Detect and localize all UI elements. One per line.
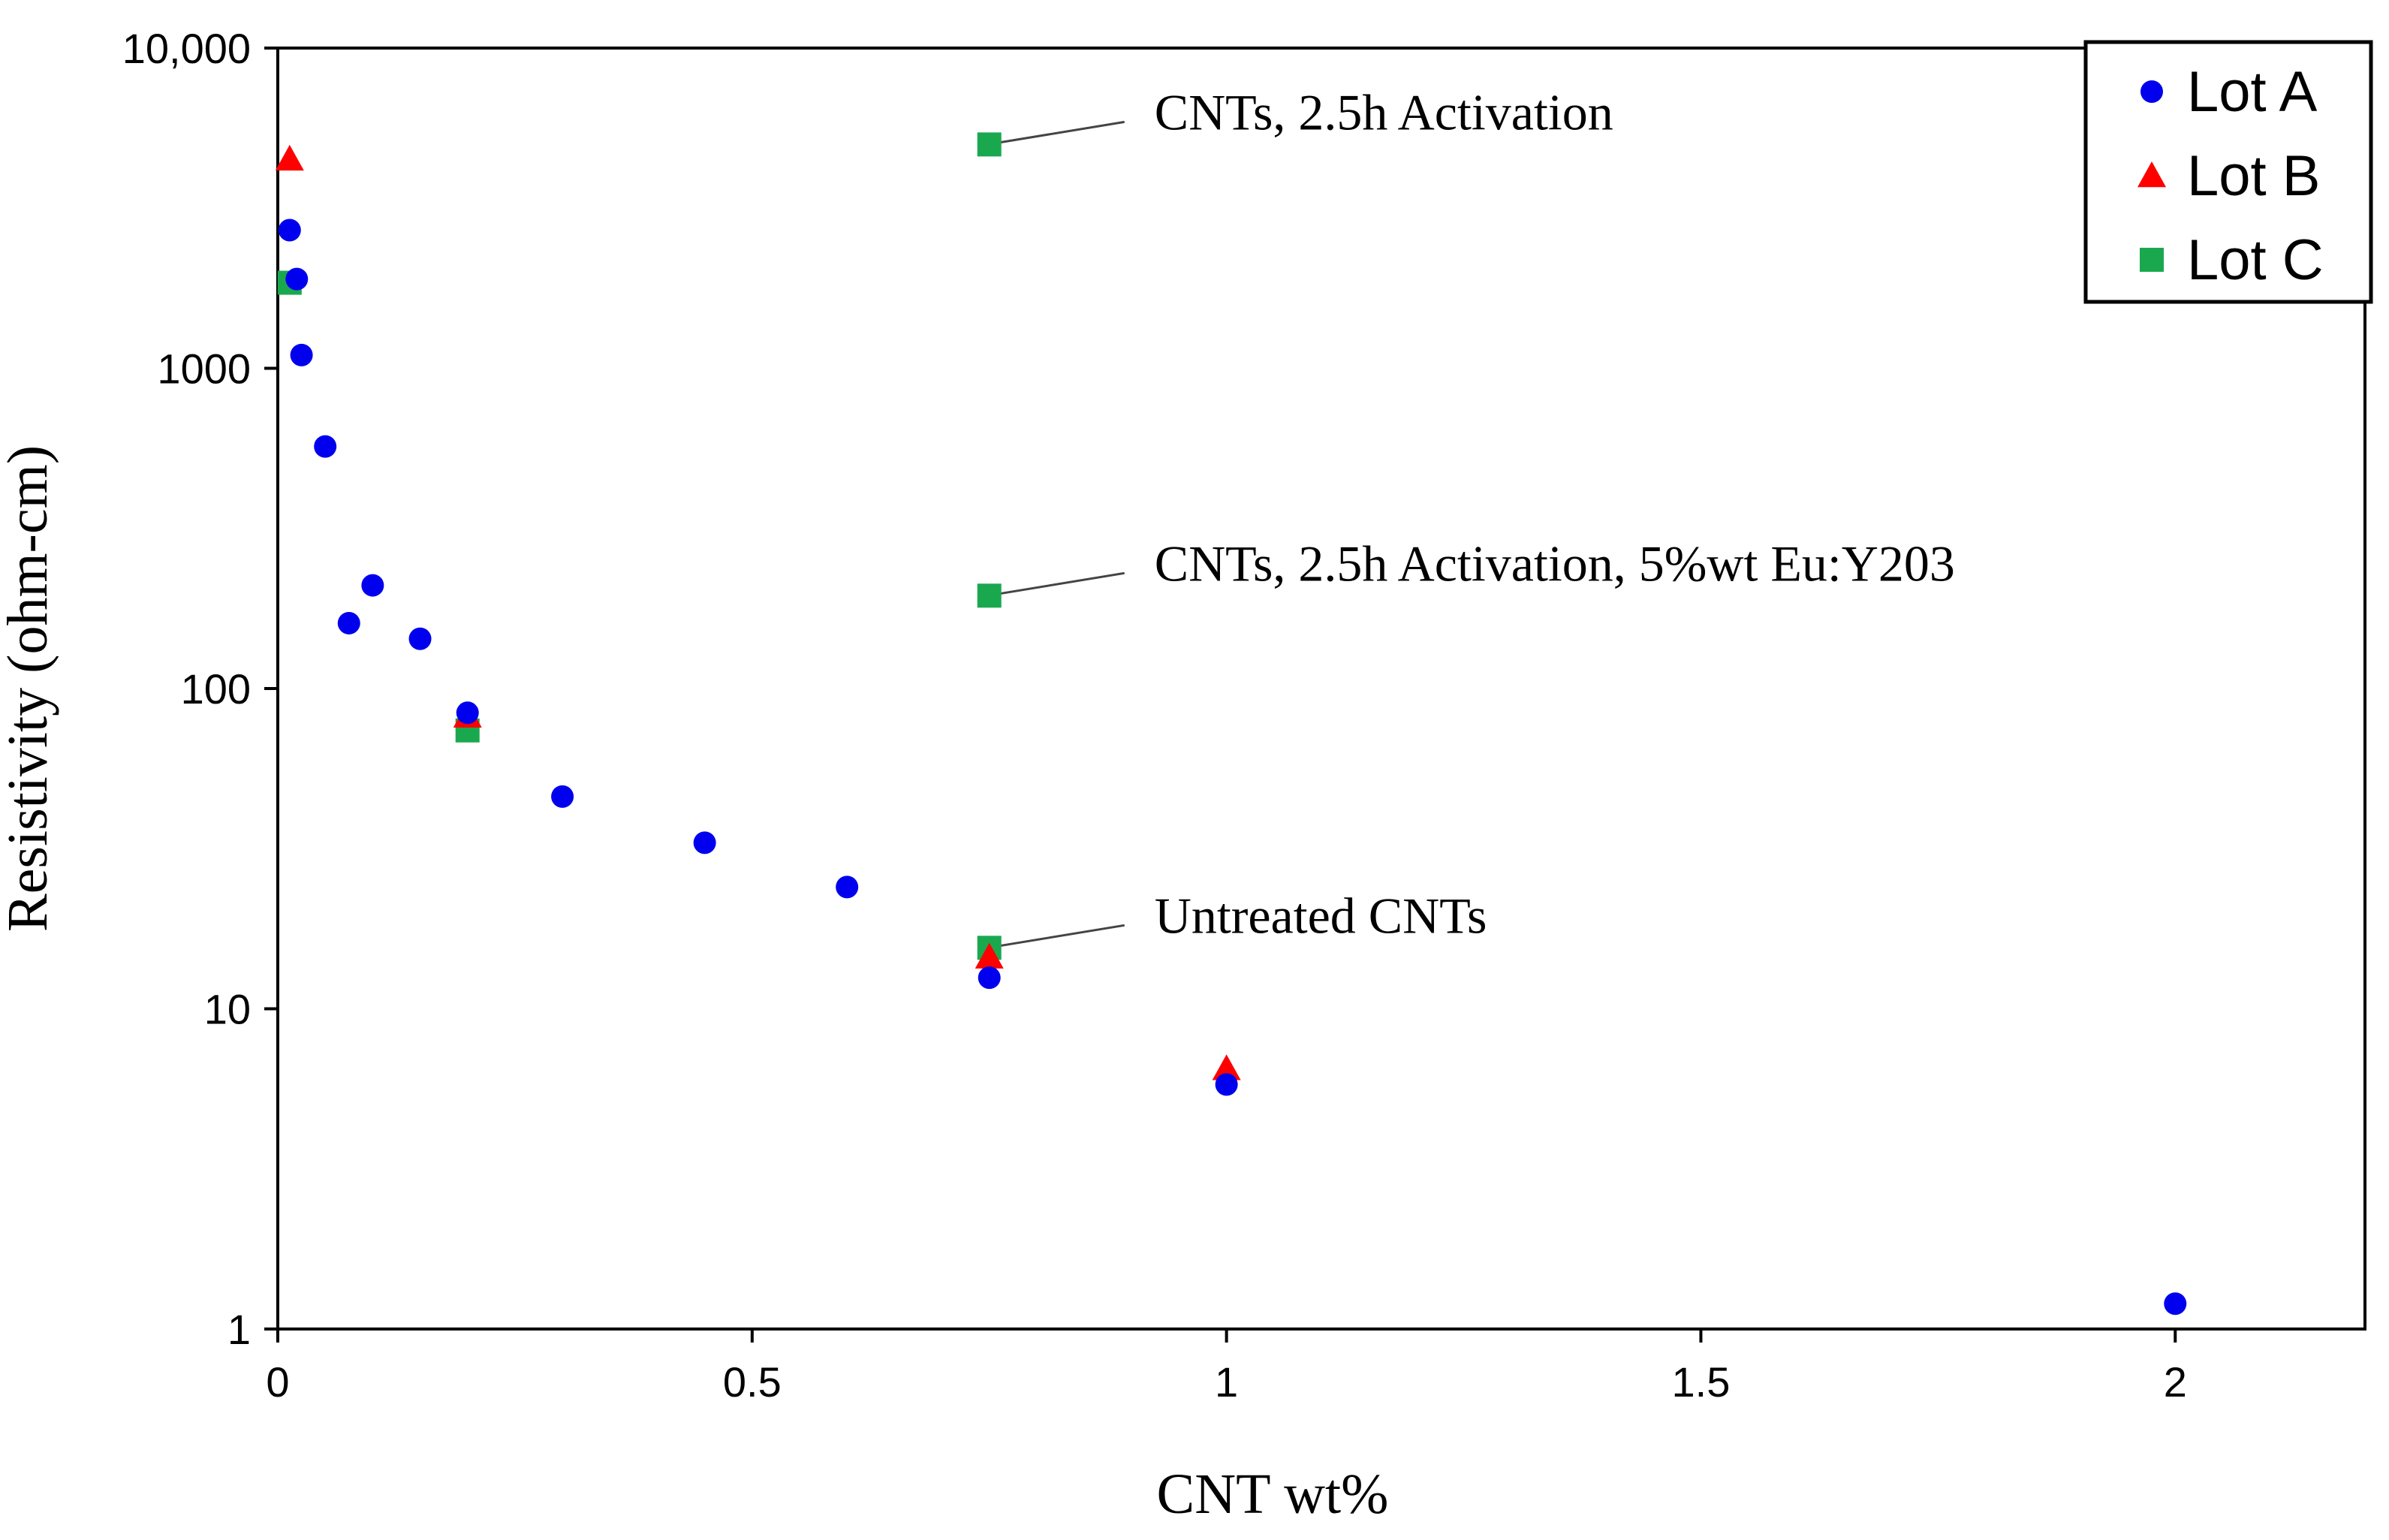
legend-label: Lot A [2187,60,2318,124]
data-point-circle [314,435,337,458]
data-point-circle [278,218,301,242]
data-point-triangle [1212,1054,1241,1080]
axes: 0 0.5 1 1.5 2 1 10 100 1000 10,000 CNT wt% Resistiv… [0,25,2366,1526]
x-axis-title: CNT wt% [1157,1463,1389,1526]
legend-label: Lot C [2187,228,2324,292]
data-point-circle [2164,1292,2187,1315]
annotation-leader-line [996,571,1125,595]
legend-marker-triangle [2137,161,2166,188]
legend-item: Lot A [2140,60,2318,124]
legend-item: Lot B [2137,144,2320,208]
legend-marker-square [2140,248,2164,272]
y-axis-title: Resistivity (ohm-cm) [0,445,59,932]
data-point-circle [361,574,384,597]
annotation-leader-line [996,924,1125,948]
data-point-circle [978,966,1001,990]
annotations: CNTs, 2.5h Activation CNTs, 2.5h Activati… [996,83,1955,948]
series-lot-a [278,218,2187,1315]
x-tick-label: 0.5 [723,1358,782,1406]
y-tick-label: 1 [227,1306,251,1353]
legend: Lot A Lot B Lot C [2083,40,2373,304]
annotation-label: CNTs, 2.5h Activation [1155,83,1613,140]
data-point-circle [337,611,360,634]
data-point-square [977,132,1002,157]
series-lot-b [275,144,1241,1080]
y-tick-label: 10 [204,986,251,1033]
data-point-square [977,583,1002,608]
y-tick-label: 10,000 [122,25,251,72]
x-tick-label: 0 [266,1358,289,1406]
data-point-circle [1215,1073,1238,1096]
legend-marker-circle [2140,80,2163,103]
data-point-circle [836,875,859,899]
x-tick-label: 2 [2164,1358,2187,1406]
y-tick-label: 1000 [157,345,251,393]
data-point-circle [551,785,574,808]
data-point-circle [456,701,479,725]
data-point-circle [285,267,309,291]
data-point-circle [693,831,716,854]
x-tick-label: 1 [1215,1358,1238,1406]
data-point-triangle [975,942,1004,969]
annotation-label: Untreated CNTs [1155,887,1487,944]
data-point-circle [408,627,432,650]
data-point-circle [290,343,313,366]
x-tick-label: 1.5 [1672,1358,1731,1406]
y-tick-label: 100 [181,665,251,713]
series-lot-c [277,132,1002,960]
data-points [275,132,2187,1315]
annotation-leader-line [996,120,1125,144]
legend-box [2083,40,2373,304]
legend-label: Lot B [2187,144,2320,208]
legend-item: Lot C [2140,228,2324,292]
annotation-label: CNTs, 2.5h Activation, 5%wt Eu:Y203 [1155,535,1955,592]
data-point-triangle [275,144,304,171]
plot-frame [276,47,2366,1331]
